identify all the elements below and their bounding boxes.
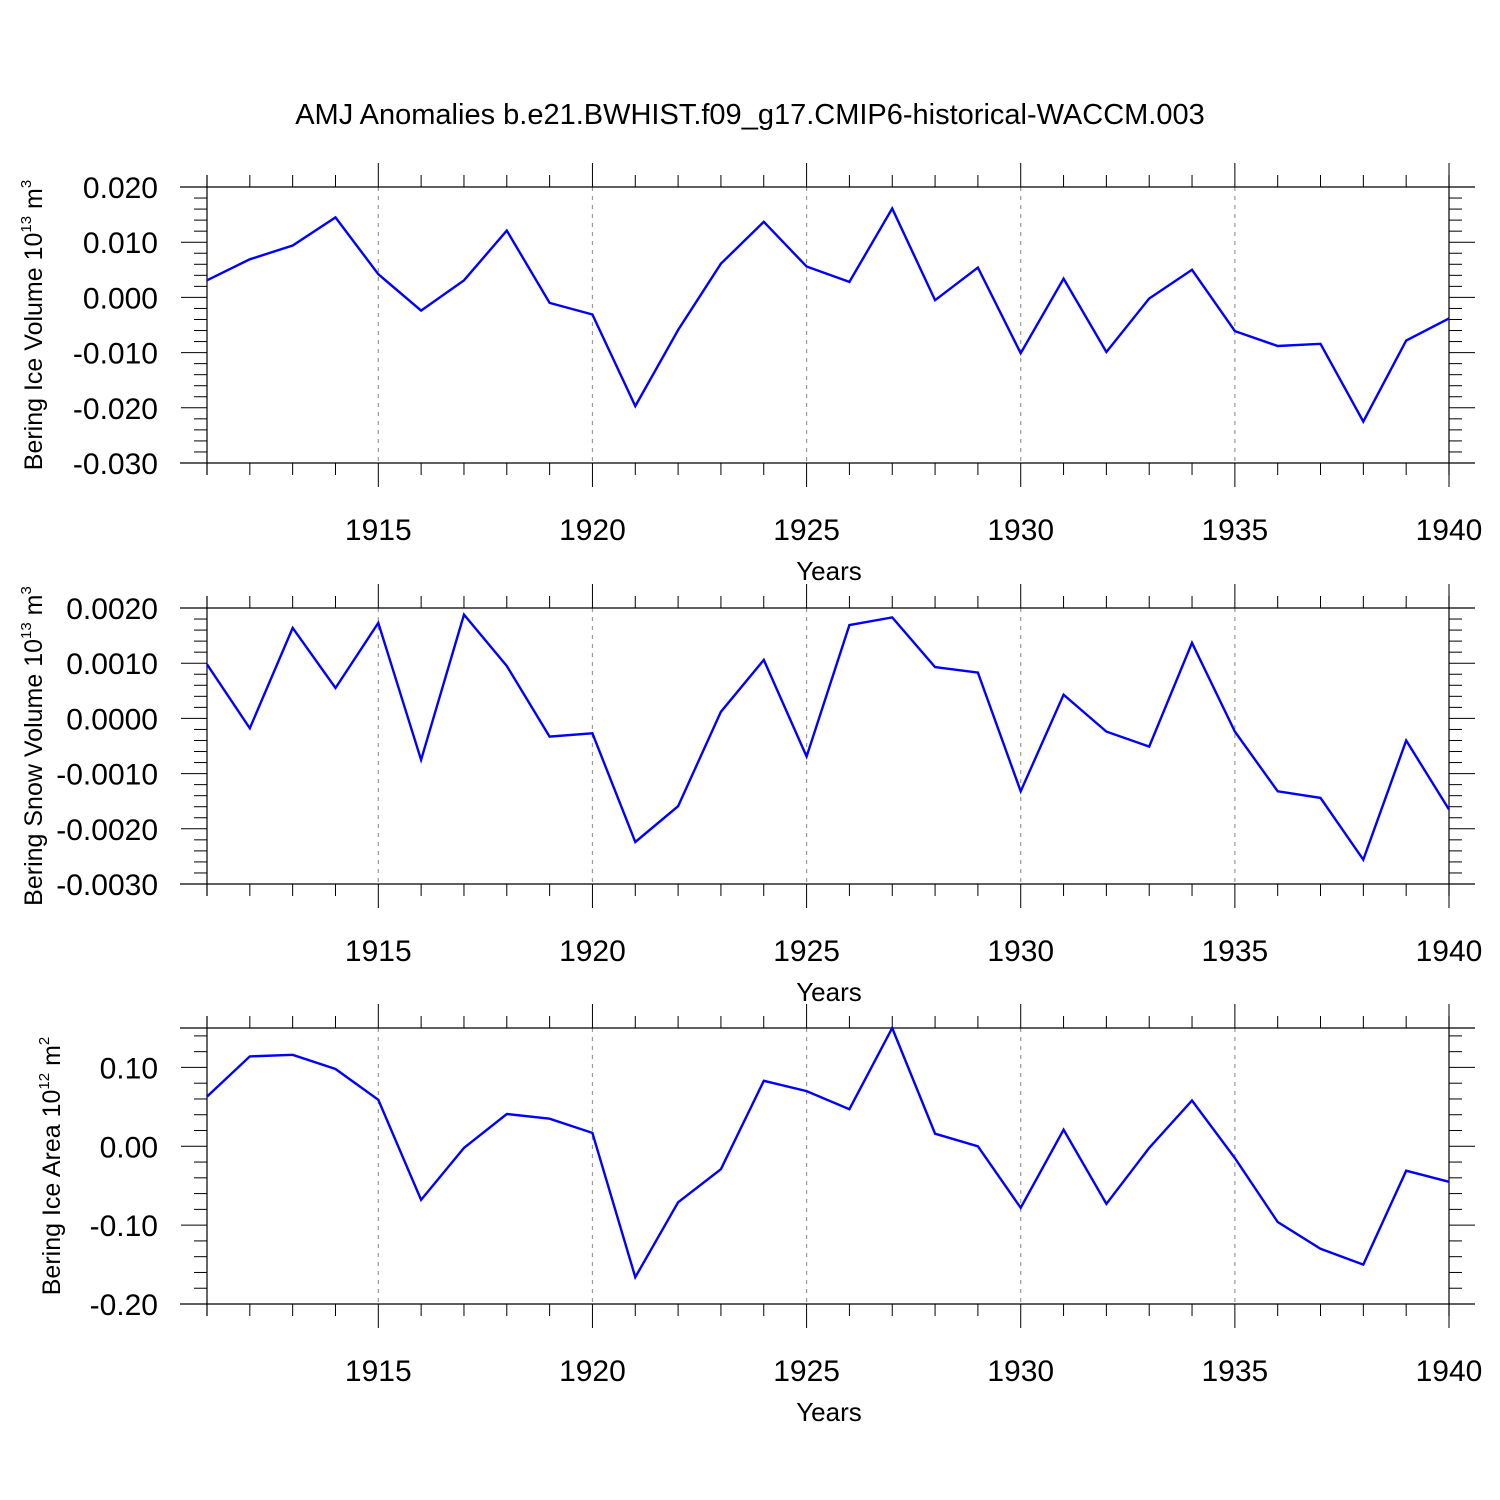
y-axis-label-text: Bering Snow Volume 10 — [20, 639, 48, 906]
y-tick-label: 0.020 — [83, 172, 158, 205]
y-axis-label-unit: m — [20, 188, 48, 216]
y-axis-label-exponent: 13 — [18, 216, 35, 233]
y-tick-label: 0.0010 — [66, 648, 158, 681]
y-axis-label-exponent: 13 — [18, 622, 35, 639]
y-axis-label: Bering Ice Area 1012 m2 — [36, 1037, 66, 1296]
x-tick-label: 1915 — [345, 935, 412, 968]
x-tick-label: 1940 — [1416, 935, 1483, 968]
y-axis-label-unit: m — [38, 1045, 66, 1073]
x-tick-label: 1925 — [773, 514, 840, 547]
y-axis-label-unit-exponent: 3 — [18, 180, 35, 188]
y-tick-label: -0.0020 — [56, 814, 158, 847]
y-axis-label-text: Bering Ice Volume 10 — [20, 233, 48, 471]
y-axis-label-unit-exponent: 3 — [18, 586, 35, 594]
chart-title: AMJ Anomalies b.e21.BWHIST.f09_g17.CMIP6… — [295, 99, 1205, 131]
x-tick-label: 1920 — [559, 1355, 626, 1388]
x-axis-label: Years — [796, 977, 862, 1007]
y-tick-label: 0.0000 — [66, 703, 158, 736]
y-tick-label: 0.00 — [100, 1131, 158, 1164]
y-tick-label: -0.10 — [90, 1210, 158, 1243]
x-tick-label: 1925 — [773, 1355, 840, 1388]
panel-snow-volume: 0.0020 0.0010 0.0000 -0.0010 -0.0020 -0.0030 1… — [18, 584, 1482, 1007]
y-tick-label: 0.0020 — [66, 593, 158, 626]
y-tick-label: 0.000 — [83, 282, 158, 315]
x-axis-label: Years — [796, 556, 862, 586]
y-tick-label: -0.020 — [73, 393, 158, 426]
y-axis-label-exponent: 12 — [36, 1073, 53, 1090]
x-tick-label: 1915 — [345, 514, 412, 547]
x-tick-label: 1940 — [1416, 1355, 1483, 1388]
y-tick-label: 0.10 — [100, 1052, 158, 1085]
panel-ice-area: 0.10 0.00 -0.10 -0.20 1915 1920 1925 1930 1935 19… — [36, 1004, 1482, 1427]
x-tick-label: 1935 — [1201, 514, 1268, 547]
y-tick-label: -0.010 — [73, 338, 158, 371]
x-tick-label: 1915 — [345, 1355, 412, 1388]
x-tick-label: 1940 — [1416, 514, 1483, 547]
y-axis-label-text: Bering Ice Area 10 — [38, 1090, 66, 1296]
y-axis-label-unit: m — [20, 595, 48, 623]
x-tick-label: 1935 — [1201, 935, 1268, 968]
series-line — [206, 1025, 1450, 1281]
y-axis-label: Bering Ice Volume 1013 m3 — [18, 180, 48, 470]
y-axis-label-unit-exponent: 2 — [36, 1037, 53, 1045]
y-tick-label: 0.010 — [83, 227, 158, 260]
x-tick-label: 1925 — [773, 935, 840, 968]
x-tick-label: 1935 — [1201, 1355, 1268, 1388]
panel-ice-volume: 0.020 0.010 0.000 -0.010 -0.020 -0.030 1915 192… — [18, 163, 1482, 586]
x-tick-label: 1930 — [987, 514, 1054, 547]
y-axis-label: Bering Snow Volume 1013 m3 — [18, 586, 48, 906]
y-tick-label: -0.20 — [90, 1289, 158, 1322]
series-line — [206, 612, 1451, 863]
x-tick-label: 1920 — [559, 935, 626, 968]
x-tick-label: 1930 — [987, 1355, 1054, 1388]
x-tick-label: 1930 — [987, 935, 1054, 968]
y-tick-label: -0.0010 — [56, 759, 158, 792]
series-line — [206, 205, 1450, 425]
y-tick-label: -0.0030 — [56, 869, 158, 902]
y-tick-label: -0.030 — [73, 448, 158, 481]
x-axis-label: Years — [796, 1397, 862, 1427]
x-tick-label: 1920 — [559, 514, 626, 547]
